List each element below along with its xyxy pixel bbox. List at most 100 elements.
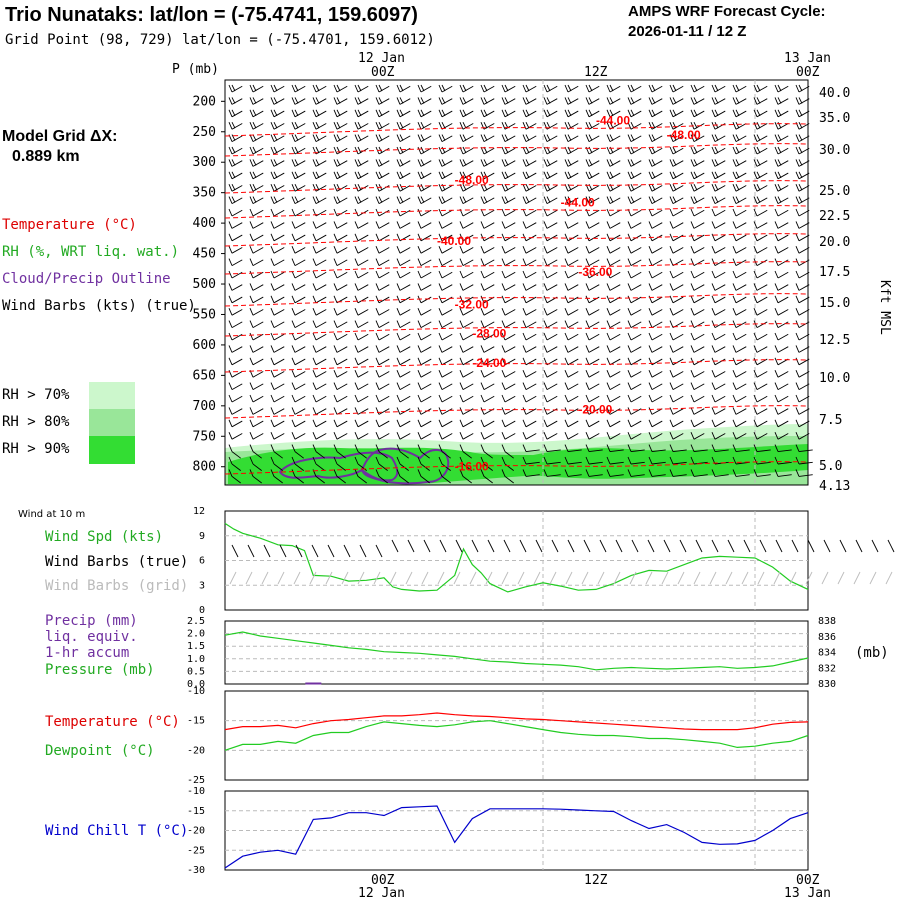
wind-barb (627, 456, 645, 465)
wind-barb (774, 382, 789, 390)
wind-barb (480, 159, 495, 167)
wind-barb-grid-12 (421, 571, 429, 585)
wind-barb (228, 97, 243, 105)
wind-barb (501, 270, 516, 279)
wind-barb (522, 345, 537, 353)
wind-barb (627, 109, 642, 118)
wind-barb (690, 109, 705, 118)
wind-barb (774, 456, 792, 465)
wind-barb (459, 246, 474, 254)
wind-barb (291, 370, 306, 378)
wind-barb (312, 196, 327, 204)
wind-barb (480, 109, 495, 118)
wind-barb-grid-16 (485, 571, 493, 585)
precip-y-tick-5: 0.0 (187, 679, 205, 690)
wind-barb (354, 456, 367, 471)
wind-barb (249, 270, 264, 279)
wind-barb (480, 419, 495, 428)
wind-barb (648, 246, 663, 254)
wind-barb-grid-27 (661, 571, 669, 585)
wind-barb (522, 221, 537, 229)
wind-barb (375, 84, 390, 93)
legend-rh90-label: RH > 90% (2, 441, 70, 457)
wind-barb (669, 370, 684, 378)
wind-barb (795, 357, 810, 366)
bottom-date-1: 12 Jan (358, 886, 405, 901)
wind-barb (480, 382, 495, 390)
wind-barb (564, 159, 579, 167)
wind-barb-grid-18 (517, 571, 525, 585)
wind-barb (417, 283, 432, 291)
wind-barb (669, 196, 684, 204)
wind-barb (606, 270, 621, 279)
rh90-area-east (520, 444, 808, 479)
wind-barb (522, 444, 540, 453)
wind-barb (648, 171, 663, 180)
wind-barb-grid-19 (533, 571, 541, 585)
wind-barb-true-27 (663, 539, 671, 553)
grid-point-subtitle: Grid Point (98, 729) lat/lon = (-75.4701… (5, 32, 435, 48)
wind-barb (732, 109, 747, 118)
wind-barb (249, 183, 264, 192)
wind-barb (648, 394, 663, 403)
wind-barb (753, 382, 768, 390)
wind-barb (648, 432, 663, 440)
isotherm-3 (224, 205, 809, 219)
wind-barb (606, 469, 624, 477)
wind-barb (522, 332, 537, 341)
wind-barb (606, 109, 621, 118)
wind-barb (585, 419, 600, 428)
wind-barb (606, 258, 621, 266)
wind-barb (270, 121, 285, 130)
wind-barb (795, 171, 810, 180)
wind-barb (627, 432, 642, 440)
wind-barb-true-4 (295, 544, 303, 558)
wind-barb (312, 357, 327, 366)
wind-barb (270, 357, 285, 366)
wind-barb (732, 295, 747, 304)
wind-barb (417, 146, 432, 155)
wind-barb (585, 469, 603, 477)
wind-barb (585, 345, 600, 353)
wind-barb-grid-32 (741, 571, 749, 585)
wind-barb (606, 345, 621, 353)
wind-barb (291, 233, 306, 242)
isotherm-label-4: -40.00 (437, 234, 471, 248)
wind-barb (396, 345, 411, 353)
wind-barb (270, 221, 285, 229)
wind-barb-true-3 (279, 544, 287, 558)
profile-frame (224, 79, 809, 486)
wind-barb (648, 456, 666, 465)
wind-barb (312, 84, 327, 93)
wind-barb (774, 332, 789, 341)
wind-barb (627, 233, 642, 242)
wind-barb (606, 432, 621, 440)
wind-barb (753, 332, 768, 341)
wind-barb (438, 171, 453, 180)
wind-barb-grid-36 (805, 571, 813, 585)
wind-barb (249, 221, 264, 229)
wind-barb (501, 407, 516, 415)
wind-barb (501, 97, 516, 105)
wind-barb-true-22 (583, 539, 591, 553)
wind-barb (228, 295, 243, 304)
wind-barb (249, 382, 264, 390)
wind-barb (585, 382, 600, 390)
wind-barb (753, 444, 771, 453)
chill-y-tick-0: -10 (187, 786, 205, 797)
wind-barb (627, 308, 642, 316)
wind-barb (459, 444, 472, 459)
wind-barb-grid-2 (261, 571, 269, 585)
wind-barb (564, 456, 582, 465)
cycle-value: 2026-01-11 / 12 Z (628, 23, 747, 40)
wind-y-tick-2: 6 (199, 556, 205, 567)
wind-barb (585, 97, 600, 105)
precip-liq-label: liq. equiv. (45, 629, 138, 645)
wind-barb (228, 208, 243, 217)
wind-barb-true-23 (599, 539, 607, 553)
wind-barb (753, 370, 768, 378)
wind-barb (375, 320, 390, 328)
wind-barb (396, 84, 411, 93)
wind-barb (774, 183, 789, 192)
wind-barb-grid-6 (325, 571, 333, 585)
